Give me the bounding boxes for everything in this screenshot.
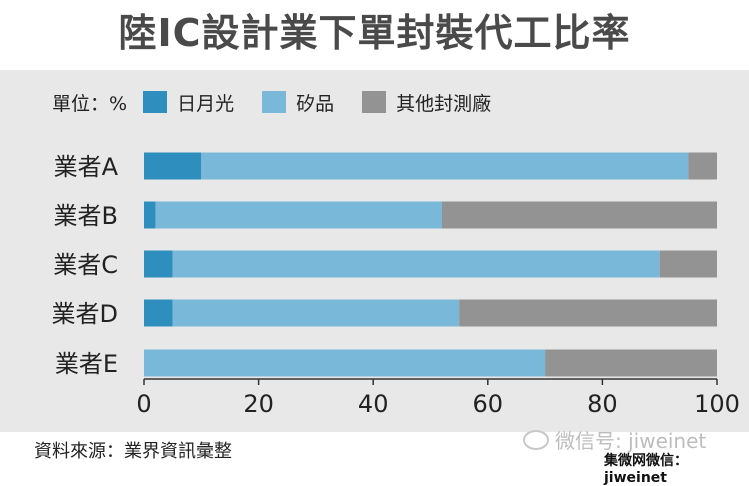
- bar-業者A-series-2: [688, 152, 717, 180]
- bar-業者B-series-1: [155, 201, 442, 229]
- x-tick-label: 80: [587, 390, 618, 418]
- category-label: 業者E: [55, 350, 118, 378]
- x-tick-label: 40: [358, 390, 389, 418]
- bar-業者E-series-1: [144, 349, 546, 377]
- legend-swatch-spil: [262, 91, 287, 113]
- category-label: 業者D: [52, 300, 118, 328]
- bar-業者D-series-2: [459, 299, 717, 327]
- bar-業者B-series-0: [144, 201, 156, 229]
- bar-業者C-series-0: [144, 250, 173, 278]
- legend-swatch-ase: [143, 91, 168, 113]
- legend-label-ase: 日月光: [177, 92, 235, 115]
- watermark-wechat: 微信号: jiweinet: [523, 425, 706, 454]
- category-label: 業者C: [53, 251, 118, 279]
- bar-業者D-series-0: [144, 299, 173, 327]
- legend-item-spil: 矽品: [262, 89, 334, 116]
- bar-業者A-series-0: [144, 152, 202, 180]
- legend-swatch-others: [362, 91, 387, 113]
- bar-業者C-series-2: [659, 250, 717, 278]
- bar-業者A-series-1: [201, 152, 689, 180]
- category-label: 業者A: [54, 153, 119, 181]
- watermark-jiwei: 集微网微信： jiweinet: [604, 453, 688, 486]
- bar-chart: 業者A 業者B 業者C 業者D 業者E 0 20 40 60 80 100: [52, 152, 740, 418]
- legend: 單位：% 日月光 矽品 其他封測廠: [52, 89, 519, 116]
- bar-業者E-series-2: [545, 349, 717, 377]
- legend-label-spil: 矽品: [296, 92, 335, 115]
- chart-title: 陸IC設計業下單封裝代工比率: [118, 11, 631, 55]
- source-note: 資料來源：業界資訊彙整: [34, 441, 232, 462]
- unit-label: 單位：%: [52, 92, 128, 115]
- x-tick-label: 20: [243, 390, 274, 418]
- watermark-text: 微信号: jiweinet: [555, 429, 707, 453]
- legend-item-ase: 日月光: [143, 89, 234, 116]
- bar-業者B-series-2: [441, 201, 717, 229]
- x-tick-label: 0: [136, 390, 151, 418]
- wechat-icon: [523, 429, 549, 450]
- x-tick-label: 60: [473, 390, 504, 418]
- legend-item-others: 其他封測廠: [362, 89, 491, 116]
- bar-業者D-series-1: [172, 299, 460, 327]
- legend-label-others: 其他封測廠: [396, 92, 492, 115]
- x-tick-label: 100: [694, 390, 740, 418]
- bar-業者C-series-1: [172, 250, 660, 278]
- category-label: 業者B: [54, 202, 118, 230]
